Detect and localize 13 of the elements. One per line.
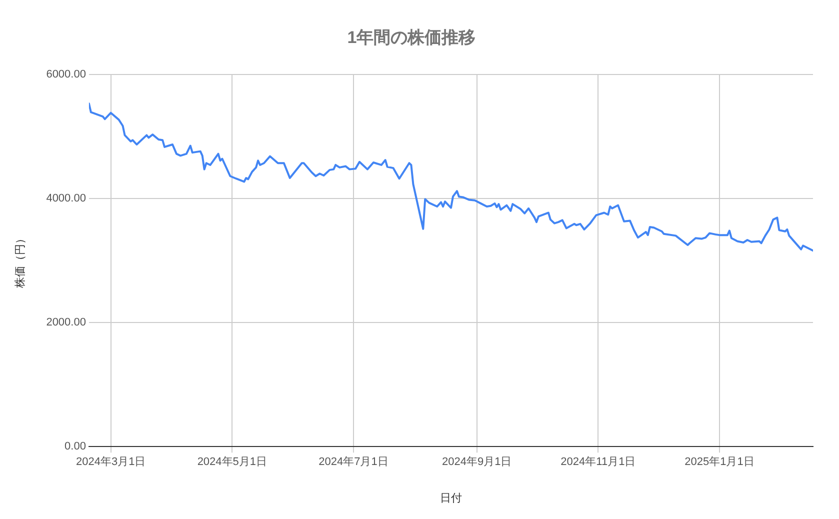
y-tick-label: 4000.00 <box>46 192 86 204</box>
x-tick-label: 2024年3月1日 <box>76 456 146 468</box>
x-tick-label: 2025年1月1日 <box>684 456 754 468</box>
y-axis-title: 株価（円） <box>14 233 27 289</box>
x-tick-label: 2024年11月1日 <box>560 456 636 468</box>
x-tick-label: 2024年7月1日 <box>318 456 388 468</box>
chart-title: 1年間の株価推移 <box>347 28 476 47</box>
x-tick-label: 2024年5月1日 <box>197 456 268 468</box>
y-tick-label: 2000.00 <box>46 316 86 329</box>
x-axis-title: 日付 <box>440 492 462 504</box>
y-tick-label: 0.00 <box>64 440 86 453</box>
x-tick-label: 2024年9月1日 <box>442 456 512 468</box>
y-tick-label: 6000.00 <box>46 68 86 80</box>
